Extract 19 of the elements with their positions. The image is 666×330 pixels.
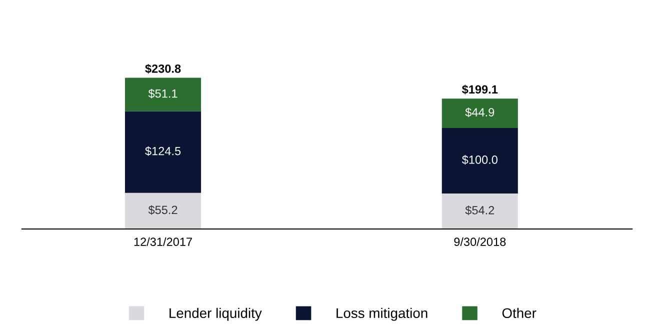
x-tick-label: 9/30/2018 (454, 237, 506, 246)
data-label: $55.2 (148, 205, 178, 215)
total-label: $199.1 (462, 84, 498, 94)
legend-label: Other (502, 308, 536, 318)
bar (124, 78, 202, 112)
total-label: $230.8 (145, 64, 181, 74)
bar (442, 193, 518, 229)
legend-label: Lender liquidity (170, 308, 262, 321)
data-label: $100.0 (462, 155, 498, 165)
bar (124, 192, 202, 229)
bar (442, 98, 518, 128)
data-label: $44.9 (465, 108, 494, 118)
legend-label: Loss mitigation (336, 308, 428, 321)
data-label: $124.5 (145, 146, 181, 156)
x-tick-label: 12/31/2017 (134, 237, 192, 246)
bar (124, 111, 202, 193)
data-label: $54.2 (465, 206, 494, 216)
data-label: $51.1 (148, 88, 178, 98)
bar (442, 128, 518, 194)
